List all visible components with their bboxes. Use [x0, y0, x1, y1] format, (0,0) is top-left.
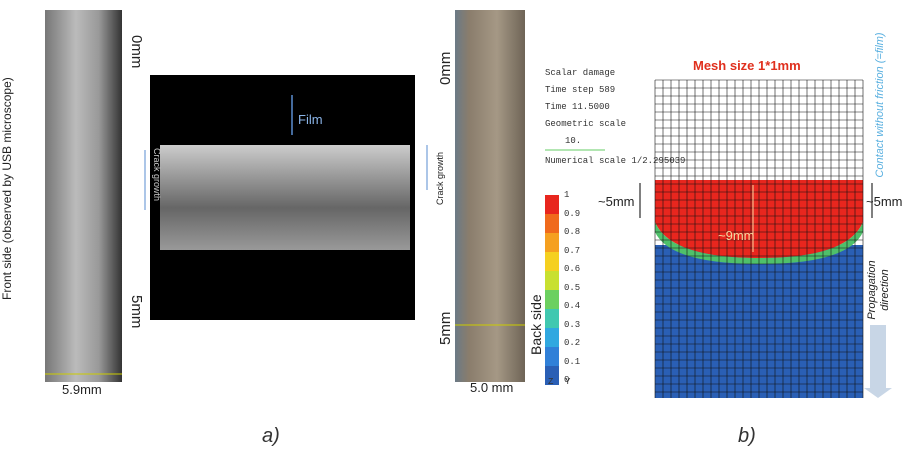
- info-line: Time step 589: [545, 85, 615, 95]
- figure: Front side (observed by USB microscope) …: [0, 0, 904, 456]
- contact-label: Contact without friction (=film): [874, 25, 887, 185]
- colorbar-label: 0.5: [564, 283, 580, 293]
- colorbar-cell: [545, 347, 559, 366]
- info-line: Numerical scale 1/2.295039: [545, 156, 685, 166]
- propagation-label: Propagation direction: [866, 250, 892, 330]
- front-bottom: 5mm: [128, 295, 145, 328]
- colorbar-label: 0.6: [564, 264, 580, 274]
- film-label: Film: [298, 112, 323, 127]
- colorbar-cell: [545, 271, 559, 290]
- mesh-title: Mesh size 1*1mm: [693, 58, 801, 73]
- specimen-3d: [160, 145, 410, 250]
- colorbar-label: 0.7: [564, 246, 580, 256]
- colorbar-cell: [545, 252, 559, 271]
- back-top: 0mm: [437, 52, 454, 85]
- back-label: Back side: [528, 294, 544, 355]
- info-line: Geometric scale: [545, 119, 626, 129]
- depth-right: ~5mm: [866, 194, 902, 209]
- info-line: Scalar damage: [545, 68, 615, 78]
- depth-center: ~9mm: [718, 228, 754, 243]
- front-width: 5.9mm: [62, 382, 102, 397]
- colorbar-cell: [545, 309, 559, 328]
- back-photo: [455, 10, 525, 382]
- back-width: 5.0 mm: [470, 380, 513, 395]
- info-line: 10.: [565, 136, 581, 146]
- colorbar-label: 0.1: [564, 357, 580, 367]
- front-photo: [45, 10, 122, 382]
- colorbar-label: 0: [564, 375, 569, 385]
- colorbar-label: 0.4: [564, 301, 580, 311]
- colorbar-label: 0.8: [564, 227, 580, 237]
- crack-label: Crack growth: [435, 152, 445, 205]
- colorbar-cell: [545, 195, 559, 214]
- colorbar-cell: [545, 290, 559, 309]
- colorbar-cell: [545, 214, 559, 233]
- caption: b): [738, 425, 756, 448]
- info-line: Time 11.5000: [545, 102, 610, 112]
- colorbar-label: 0.2: [564, 338, 580, 348]
- caption: a): [262, 425, 280, 448]
- propagation-arrow: [864, 325, 892, 398]
- axis-label: Z: [548, 377, 553, 387]
- crack-label: Crack growth: [152, 148, 162, 201]
- colorbar-cell: [545, 328, 559, 347]
- front-label: Front side (observed by USB microscope): [0, 77, 14, 300]
- colorbar-cell: [545, 233, 559, 252]
- back-bottom: 5mm: [437, 312, 454, 345]
- colorbar-label: 1: [564, 190, 569, 200]
- colorbar-label: 0.9: [564, 209, 580, 219]
- colorbar: [545, 195, 559, 385]
- front-top: 0mm: [128, 35, 145, 68]
- depth-left: ~5mm: [598, 194, 634, 209]
- colorbar-label: 0.3: [564, 320, 580, 330]
